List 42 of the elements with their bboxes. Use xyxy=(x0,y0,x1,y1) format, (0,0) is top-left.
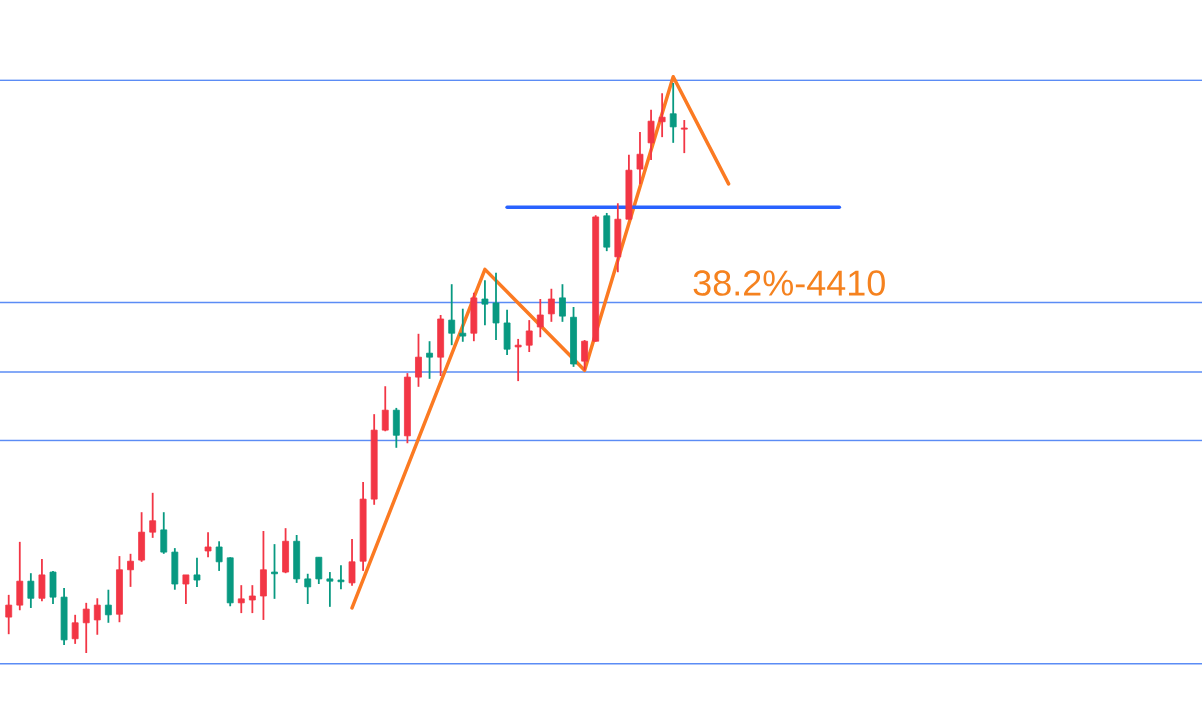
annotation: 38.2%-4410 xyxy=(693,270,885,296)
candlestick xyxy=(547,287,555,323)
candlestick xyxy=(315,556,323,585)
candlestick xyxy=(381,385,389,433)
candlestick xyxy=(82,601,90,654)
candlestick xyxy=(5,593,13,636)
candlestick xyxy=(680,119,688,154)
candlestick xyxy=(71,613,79,645)
candlestick xyxy=(536,298,544,339)
candlestick xyxy=(193,556,201,588)
candlestick xyxy=(237,584,245,614)
candlestick xyxy=(426,340,433,380)
candlestick xyxy=(104,588,112,624)
candlestick xyxy=(16,540,24,612)
candlestick xyxy=(348,538,356,587)
candlestick xyxy=(326,571,334,608)
candlestick xyxy=(204,531,212,559)
candlestick xyxy=(215,540,223,572)
candlestick xyxy=(27,572,35,609)
candlestick xyxy=(160,511,168,555)
candlestick xyxy=(647,108,655,161)
candlestick xyxy=(38,558,46,603)
candlestick xyxy=(448,283,456,347)
candlestick xyxy=(525,319,533,353)
candlestick xyxy=(337,564,345,591)
candlestick xyxy=(514,338,522,382)
candlestick xyxy=(271,543,278,600)
candlestick xyxy=(93,597,101,636)
candlestick xyxy=(182,574,190,605)
candlestick xyxy=(415,332,422,388)
candlestick xyxy=(149,491,157,539)
candlestick xyxy=(669,82,677,144)
candlestick xyxy=(559,283,566,323)
candlestick xyxy=(459,307,467,343)
candlestick xyxy=(636,131,644,185)
candlestick xyxy=(304,572,312,605)
candlestick xyxy=(127,552,134,588)
candlestick xyxy=(658,92,666,139)
candlestick xyxy=(581,339,589,372)
candlestick xyxy=(248,584,256,614)
candlestick xyxy=(481,279,489,327)
candlestick xyxy=(492,271,500,341)
